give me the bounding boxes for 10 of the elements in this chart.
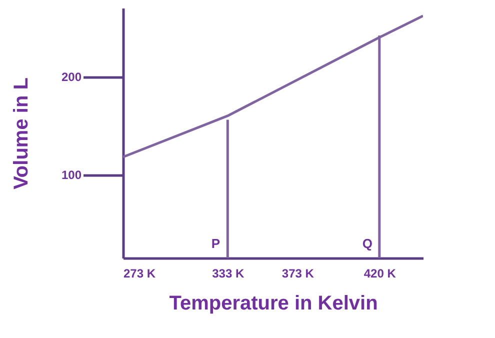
annotation: P (211, 236, 220, 252)
x-tick-label: 373 K (282, 266, 314, 280)
x-axis-title: Temperature in Kelvin (169, 292, 378, 314)
x-tick-label: 273 K (124, 266, 156, 280)
annotation: Q (362, 236, 372, 252)
y-tick-label: 200 (61, 70, 82, 84)
y-axis-title: Volume in L (10, 78, 32, 190)
y-tick-label: 100 (61, 168, 82, 182)
x-tick-label: 420 K (364, 266, 396, 280)
x-tick-label: 333 K (212, 266, 244, 280)
